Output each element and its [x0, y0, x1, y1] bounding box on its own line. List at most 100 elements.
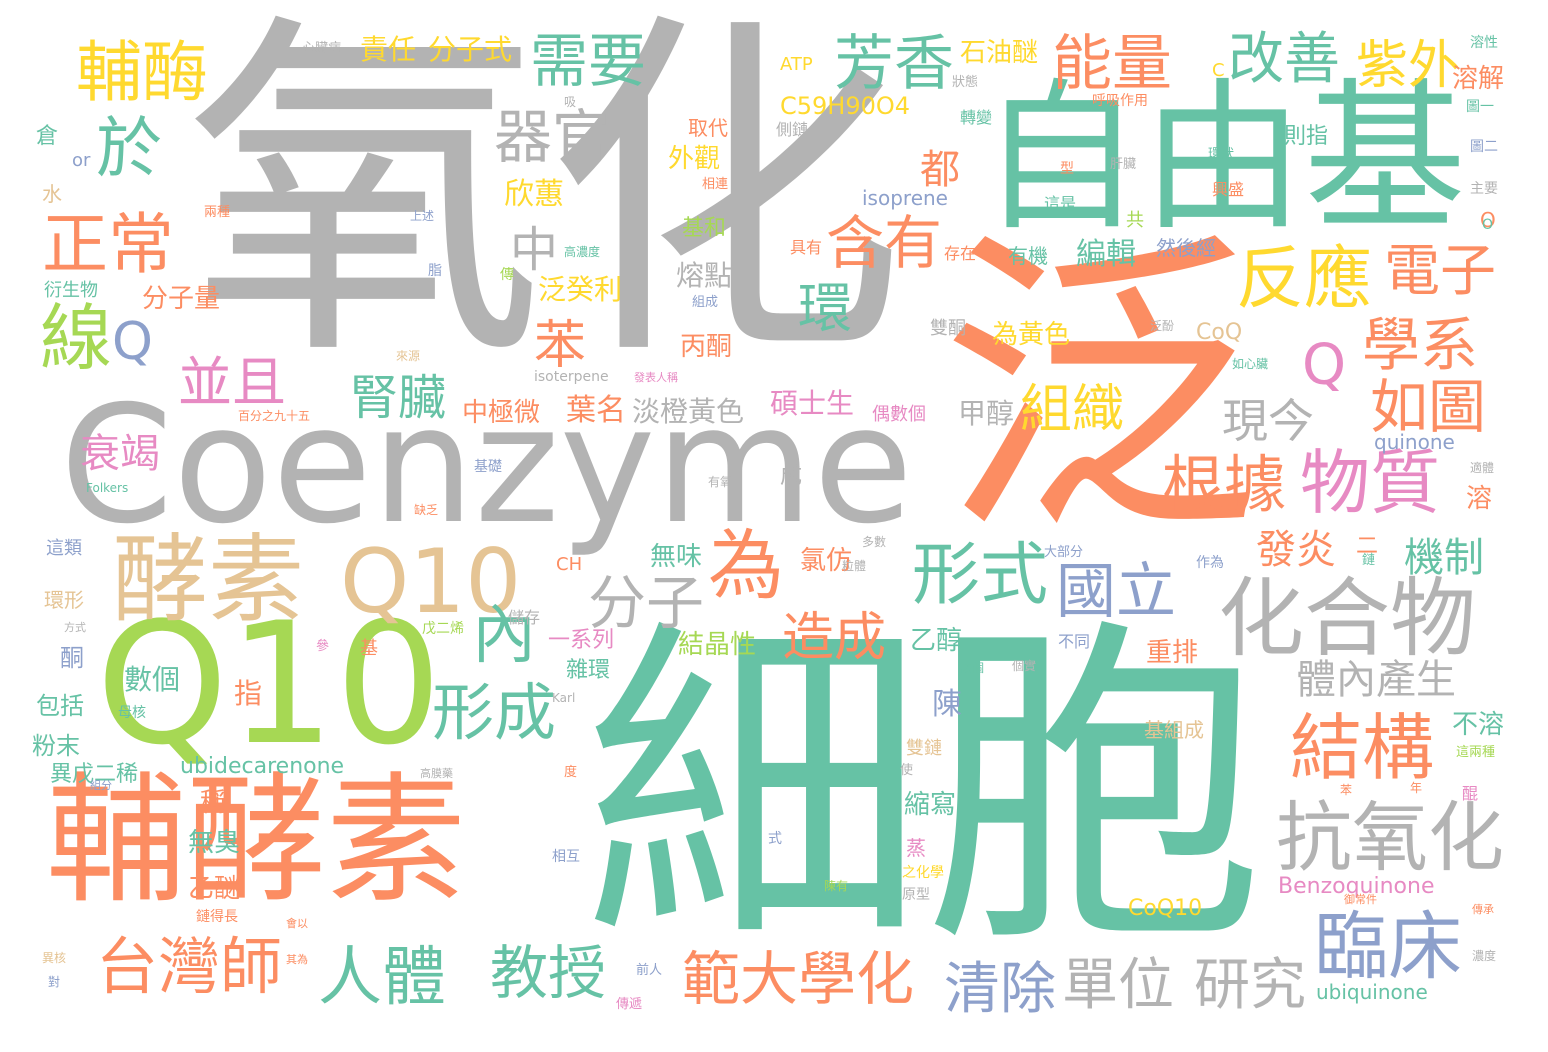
word-ruxinzang: 如心臟: [1232, 357, 1269, 371]
word-chuancheng: 傳承: [1472, 903, 1494, 916]
word-ji: 基: [360, 638, 378, 659]
word-dabufen: 大部分: [1044, 545, 1084, 560]
word-zhuangtai: 狀態: [952, 75, 979, 90]
word-fenzishi: 分子式: [428, 33, 513, 66]
word-fanying: 反應: [1236, 240, 1373, 319]
word-ranhoujing: 然後經: [1156, 236, 1216, 260]
word-fumei: 輔酶: [76, 34, 208, 111]
word-xuyao: 需要: [530, 27, 647, 95]
word-huanzhuang: 環狀: [1208, 147, 1235, 162]
word-yanghua: 氧化: [185, 0, 905, 403]
word-zahuan: 雜環: [566, 658, 611, 683]
word-shenzang: 腎臟: [350, 370, 447, 426]
word-ben-sm: 苯: [1340, 783, 1353, 797]
word-bingtong: 丙酮: [680, 332, 733, 362]
word-oushuge: 偶數個: [872, 404, 926, 425]
word-baifenzhi: 百分之九十五: [238, 409, 311, 423]
word-yichun: 乙醇: [910, 626, 963, 656]
word-chucun: 儲存: [508, 608, 541, 627]
word-yeming: 葉名: [566, 393, 626, 428]
word-liangzhong: 兩種: [204, 205, 231, 220]
word-jizucheng: 基組成: [1144, 718, 1204, 742]
word-coenzyme: Coenzyme: [60, 372, 913, 560]
word-zaocheng: 造成: [782, 608, 887, 668]
word-jiegou: 結構: [1290, 706, 1435, 790]
word-zhuyao: 主要: [1470, 181, 1498, 197]
word-fangshi: 方式: [64, 621, 86, 634]
word-yanshengwu: 衍生物: [44, 280, 98, 301]
word-q10-big: Q10: [96, 586, 443, 782]
word-wuzhi: 物質: [1300, 442, 1440, 524]
word-yiwuerxi: 異戊二稀: [50, 762, 139, 787]
word-kangyanghua: 抗氧化: [1276, 793, 1504, 882]
word-yixilie: 一系列: [548, 628, 615, 653]
word-yihe: 異核: [42, 951, 67, 965]
word-guoli: 國立: [1056, 557, 1176, 627]
word-cunzai: 存在: [944, 244, 977, 263]
word-xianjin: 現今: [1222, 394, 1314, 448]
word-shuge: 數個: [124, 663, 181, 696]
word-rong: 溶: [1466, 484, 1493, 514]
word-rutu: 如圖: [1370, 373, 1487, 441]
word-jihe: 基和: [682, 216, 727, 241]
word-taiwanshi: 台灣師: [96, 930, 283, 1003]
word-gong: 共: [1126, 210, 1144, 231]
word-qingchu: 清除: [944, 957, 1056, 1022]
word-q10-mid: Q10: [340, 530, 522, 633]
word-fenziliang: 分子量: [142, 284, 221, 314]
word-youyang: 有氧: [708, 475, 733, 489]
word-jiachun: 甲醇: [958, 397, 1015, 430]
word-quefa: 缺乏: [414, 503, 439, 517]
word-tineichansheng: 體內產生: [1296, 657, 1456, 703]
word-juyou: 具有: [790, 238, 823, 257]
word-isoprene: isoprene: [862, 186, 948, 210]
word-zhongjiwei: 中極微: [462, 398, 541, 428]
word-jiaosu: 酵素: [112, 524, 304, 636]
word-folkers: Folkers: [86, 481, 129, 495]
word-fanfen: 泛酚: [1150, 319, 1175, 333]
word-huahewu: 化合物: [1218, 569, 1476, 669]
word-xinhui: 欣蕙: [504, 177, 564, 212]
word-zheshi: 這是: [1044, 194, 1077, 213]
word-rongdian: 熔點: [676, 259, 733, 292]
word-ben: 苯: [534, 316, 587, 376]
word-jiaoshou: 教授: [490, 939, 607, 1007]
word-qiguan: 器官: [494, 103, 611, 171]
word-ganzang: 肝臟: [1110, 157, 1137, 172]
word-shuangtong: 雙酮: [930, 318, 966, 339]
word-isoterpene: isoterpene: [534, 369, 609, 385]
word-xingcheng: 形成: [432, 676, 557, 749]
word-fangxiang: 芳香: [834, 29, 954, 99]
word-ubidecarenone: ubidecarenone: [180, 754, 345, 779]
word-gaige: 該個: [960, 661, 985, 675]
word-tuyi: 圖一: [1466, 99, 1494, 115]
word-xian: 線: [40, 296, 113, 380]
word-wuerxi: 戊二烯: [422, 621, 464, 637]
word-wei: 為: [708, 521, 784, 610]
word-fayan: 發炎: [1256, 527, 1336, 573]
word-chenyou: 陳有: [824, 879, 849, 893]
word-shiti: 適體: [1470, 461, 1495, 475]
word-burong: 不溶: [1452, 710, 1505, 740]
word-yanjiu: 研究: [1194, 953, 1306, 1018]
word-nengliang: 能量: [1052, 29, 1172, 99]
word-ziwai: 紫外: [1356, 36, 1461, 96]
word-hanyou: 含有: [826, 209, 943, 277]
word-xi: 吸: [564, 95, 577, 109]
word-rongjie: 溶解: [1452, 64, 1505, 94]
word-chuan: 傳: [500, 267, 514, 283]
word-nongdu: 濃度: [1472, 949, 1497, 963]
word-tuer: 圖二: [1470, 139, 1498, 155]
word-gaishan: 改善: [1228, 27, 1340, 92]
word-huan: 環: [798, 277, 852, 340]
word-chuandi: 傳遞: [616, 997, 643, 1012]
word-dou: 都: [920, 147, 960, 193]
word-danwei: 單位: [1062, 953, 1174, 1018]
word-zeren: 責任: [360, 33, 417, 66]
word-youji: 有機: [1008, 244, 1048, 268]
word-fabiaorencheng: 發表人稱: [634, 371, 678, 384]
word-celian: 側鏈: [776, 120, 809, 139]
word-zhengchang: 正常: [42, 206, 174, 283]
word-yuanxing: 原型: [902, 887, 930, 903]
word-qiwei: 其為: [286, 953, 308, 966]
